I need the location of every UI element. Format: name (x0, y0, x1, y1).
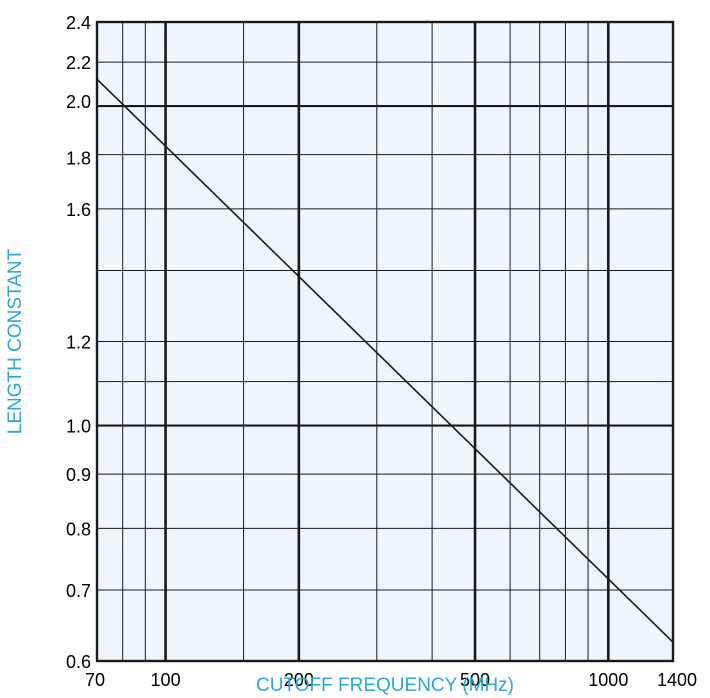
y-tick-label: 1.8 (66, 149, 91, 169)
y-tick-label: 0.9 (66, 465, 91, 485)
x-tick-label: 70 (85, 670, 105, 690)
x-tick-label: 100 (151, 670, 181, 690)
y-tick-label: 2.2 (66, 53, 91, 73)
major-gridlines (97, 22, 673, 661)
x-tick-labels: 70 100 200 500 1000 1400 (85, 670, 697, 690)
y-tick-label: 2.0 (66, 92, 91, 112)
series-layer (96, 78, 674, 643)
y-tick-label: 2.4 (66, 13, 91, 33)
x-tick-label: 500 (460, 670, 490, 690)
x-tick-label: 1400 (657, 670, 697, 690)
x-tick-label: 200 (284, 670, 314, 690)
y-tick-label: 1.6 (66, 200, 91, 220)
y-tick-label: 0.7 (66, 581, 91, 601)
x-tick-label: 1000 (588, 670, 628, 690)
y-tick-labels: 0.6 0.7 0.8 0.9 1.0 1.2 1.6 1.8 2.0 2.2 2.4 (66, 13, 91, 672)
minor-gridlines (97, 22, 673, 661)
y-tick-label: 1.0 (66, 417, 91, 437)
y-tick-label: 0.8 (66, 519, 91, 539)
y-axis-title: LENGTH CONSTANT (5, 248, 26, 434)
series-line-1 (96, 78, 674, 643)
y-tick-label: 1.2 (66, 333, 91, 353)
y-tick-label: 0.6 (66, 652, 91, 672)
plot-frame (95, 20, 675, 663)
x-axis-title: CUTOFF FREQUENCY (MHz) (256, 675, 514, 696)
